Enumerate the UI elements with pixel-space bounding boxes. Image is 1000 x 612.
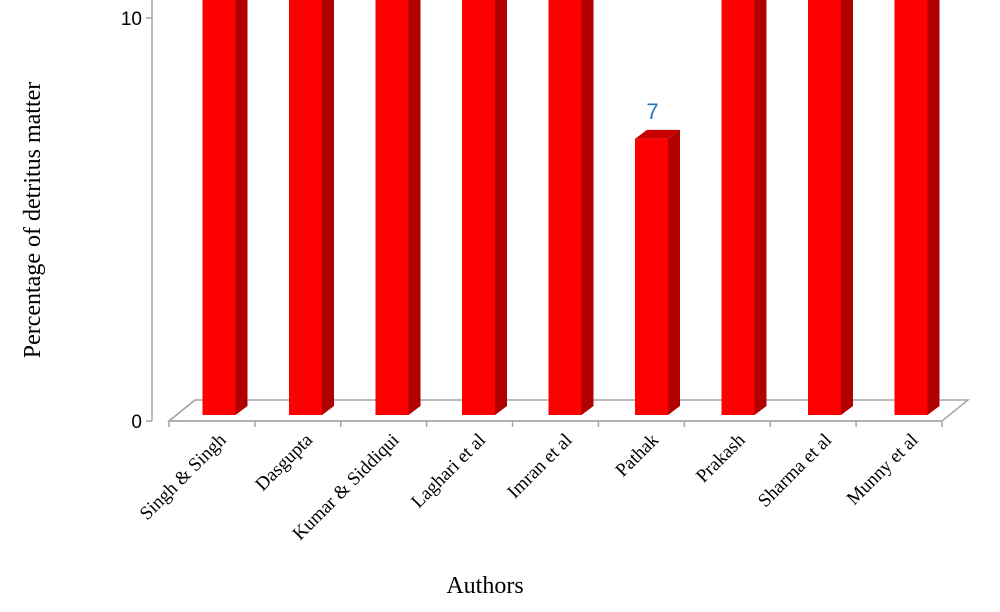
bar-front-face [202,0,236,415]
data-label: 7 [646,99,658,124]
bar-side-face [841,0,853,415]
data-labels: 802044.0871.8989.8739.1538.270.88 [646,99,658,124]
x-tick-label: Pathak [612,429,664,481]
x-tick-label: Laghari et al [407,430,490,513]
bar [894,0,940,415]
bars [202,0,940,415]
bar-side-face [322,0,334,415]
bar-side-face [927,0,940,415]
floor-edge [168,399,196,422]
x-axis-title: Authors [446,573,523,599]
bar-side-face [408,0,421,415]
bar [375,0,421,415]
y-tick-label: 10 [121,9,142,30]
bar [548,0,594,415]
bar-side-face [235,0,248,415]
bar-front-face [548,0,582,415]
bar-front-face [721,0,755,415]
x-tick-label: Sharma et al [754,430,836,512]
bar [635,129,680,415]
y-axis: 0102030405060708090 [121,0,153,433]
bar-front-face [462,0,495,415]
bar-front-face [894,0,928,415]
x-tick-label: Munny et al [843,430,923,510]
bar-side-face [668,129,680,415]
bar [202,0,248,415]
y-axis-title: Percentage of detritus matter [20,82,46,359]
bar-front-face [289,0,322,415]
bar [462,0,507,415]
x-tick-label: Imran et al [503,430,576,503]
bar [721,0,767,415]
bar-side-face [495,0,507,415]
x-tick-label: Prakash [692,429,750,487]
bar-side-face [754,0,767,415]
bar-front-face [375,0,409,415]
bar-top-face [635,129,680,139]
y-tick-label: 0 [131,412,142,433]
bar-front-face [635,138,668,415]
bar [289,0,334,415]
bar-side-face [581,0,594,415]
x-tick-label: Singh & Singh [136,429,231,524]
bar-front-face [808,0,841,415]
bar [808,0,853,415]
x-tick-label: Dasgupta [251,429,317,495]
